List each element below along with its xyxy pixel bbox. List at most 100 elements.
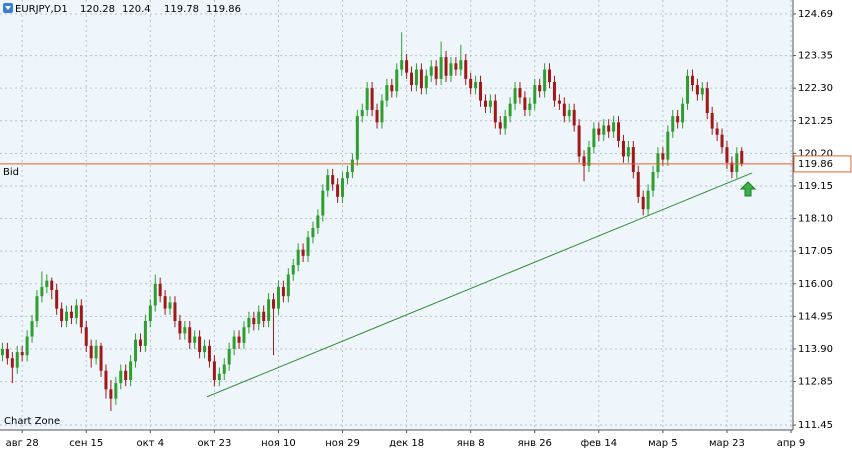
candle-body: [681, 103, 685, 123]
candle-body: [143, 321, 147, 346]
x-tick-label: окт 23: [197, 438, 231, 449]
candle-body: [513, 88, 517, 104]
y-tick-label: 116.00: [798, 279, 833, 290]
candle-body: [138, 339, 142, 346]
candle-body: [341, 178, 345, 197]
candle-body: [395, 69, 399, 92]
grid: [0, 0, 793, 430]
candle-body: [326, 175, 330, 191]
candle-body: [710, 113, 714, 129]
candle-body: [350, 159, 354, 172]
candle-body: [690, 75, 694, 86]
candle-body: [316, 215, 320, 228]
candle-body: [410, 72, 414, 86]
candle-body: [114, 383, 118, 399]
candle-body: [109, 389, 113, 399]
x-tick-label: дек 18: [389, 438, 424, 449]
candle-body: [419, 69, 423, 89]
candle-body: [567, 109, 571, 117]
candle-body: [65, 311, 69, 322]
candle-body: [459, 60, 463, 70]
x-tick-label: мар 5: [648, 438, 678, 449]
candle-body: [493, 100, 497, 123]
candle-body: [247, 317, 251, 328]
y-tick-label: 113.90: [798, 344, 833, 355]
y-tick-label: 112.85: [798, 377, 833, 388]
x-tick-label: окт 4: [137, 438, 165, 449]
candle-body: [281, 286, 285, 297]
candle-body: [676, 116, 680, 123]
symbol-icon-arrow: [5, 6, 11, 10]
header-high: 120.4: [122, 4, 151, 15]
candle-body: [99, 345, 103, 371]
candle-body: [252, 317, 256, 325]
candle-body: [55, 289, 59, 309]
candle-body: [158, 283, 162, 297]
x-tick-label: фев 14: [581, 438, 618, 449]
candle-body: [429, 66, 433, 76]
candle-body: [291, 265, 295, 275]
candle-body: [25, 336, 29, 356]
candle-body: [30, 321, 34, 337]
candle-body: [562, 103, 566, 117]
candle-body: [286, 274, 290, 297]
candle-body: [345, 172, 349, 179]
candle-body: [715, 128, 719, 135]
candle-body: [207, 345, 211, 362]
candle-body: [454, 63, 458, 70]
candle-body: [262, 311, 266, 322]
candle-body: [380, 100, 384, 123]
candle-body: [405, 60, 409, 73]
candle-body: [488, 100, 492, 107]
candle-body: [198, 336, 202, 353]
candle-body: [222, 364, 226, 374]
candle-body: [336, 184, 340, 197]
candle-body: [134, 339, 138, 362]
candle-body: [671, 116, 675, 132]
candle-body: [631, 147, 635, 172]
header-close: 119.86: [206, 4, 241, 15]
bid-price: 119.86: [798, 159, 833, 170]
candle-body: [720, 134, 724, 148]
candle-body: [725, 147, 729, 163]
candle-body: [651, 172, 655, 191]
candle-body: [84, 327, 88, 346]
x-tick-label: мар 23: [709, 438, 745, 449]
candle-body: [129, 361, 133, 381]
candle-body: [602, 125, 606, 135]
candle-body: [311, 227, 315, 238]
candle-body: [331, 175, 335, 185]
candle-body: [626, 147, 630, 157]
y-tick-label: 124.69: [798, 9, 833, 20]
candle-body: [646, 190, 650, 210]
bid-price-box: [793, 155, 852, 173]
x-tick-label: ноя 10: [261, 438, 296, 449]
candle-body: [173, 302, 177, 322]
candle-body: [577, 125, 581, 157]
candle-body: [597, 128, 601, 135]
candle-body: [464, 60, 468, 79]
y-tick-label: 111.45: [798, 420, 833, 431]
candle-body: [203, 345, 207, 353]
candle-body: [434, 66, 438, 79]
y-tick-label: 118.10: [798, 214, 833, 225]
candle-body: [587, 147, 591, 166]
candle-body: [400, 60, 404, 70]
header-low: 119.78: [164, 4, 199, 15]
candle-body: [60, 308, 64, 322]
y-tick-label: 119.15: [798, 181, 833, 192]
candle-body: [641, 196, 645, 210]
candle-body: [301, 249, 305, 256]
candle-body: [45, 280, 49, 287]
x-tick-label: авг 28: [6, 438, 39, 449]
candle-body: [168, 302, 172, 309]
candle-body: [740, 150, 744, 164]
candle-body: [656, 153, 660, 172]
candle-body: [257, 311, 261, 325]
x-tick-label: янв 26: [518, 438, 552, 449]
candle-body: [237, 336, 241, 343]
candle-body: [124, 370, 128, 381]
x-tick-label: янв 8: [457, 438, 485, 449]
